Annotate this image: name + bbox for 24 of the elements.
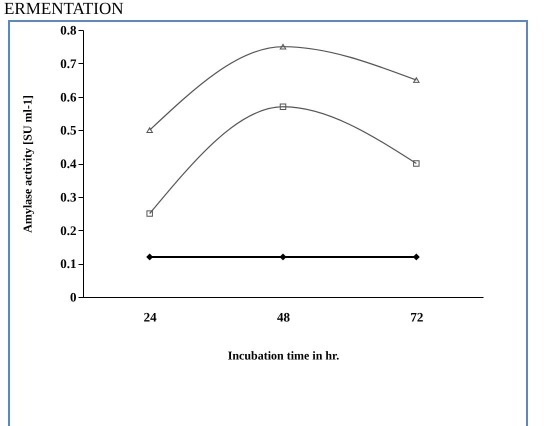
x-tick-label: 72 — [410, 310, 424, 324]
y-tick-label: 0.8 — [60, 22, 77, 38]
y-tick-label: 0.7 — [60, 56, 77, 71]
x-tick-label: 24 — [144, 310, 158, 324]
point — [146, 254, 153, 260]
x-tick-label: 48 — [277, 310, 290, 324]
point — [413, 254, 420, 260]
chart-title: ERMENTATION — [4, 0, 124, 18]
point — [146, 210, 153, 217]
x-axis-title: Incubation time in hr. — [228, 348, 340, 362]
point — [280, 254, 286, 260]
y-tick-label: 0.2 — [60, 222, 76, 238]
point — [280, 104, 286, 110]
y-axis-title: Amylase activity [SU ml-1] — [20, 95, 34, 233]
y-tick-label: 0.4 — [60, 156, 77, 171]
y-tick-label: 0.3 — [60, 189, 77, 204]
point — [413, 77, 420, 83]
y-tick-label: 0.5 — [60, 122, 77, 138]
point — [280, 44, 286, 50]
y-tick-label: 0 — [70, 290, 76, 304]
y-tick-label: 0.1 — [60, 256, 76, 272]
y-tick-label: 0.6 — [60, 89, 77, 104]
point — [413, 160, 420, 167]
point — [146, 127, 153, 133]
